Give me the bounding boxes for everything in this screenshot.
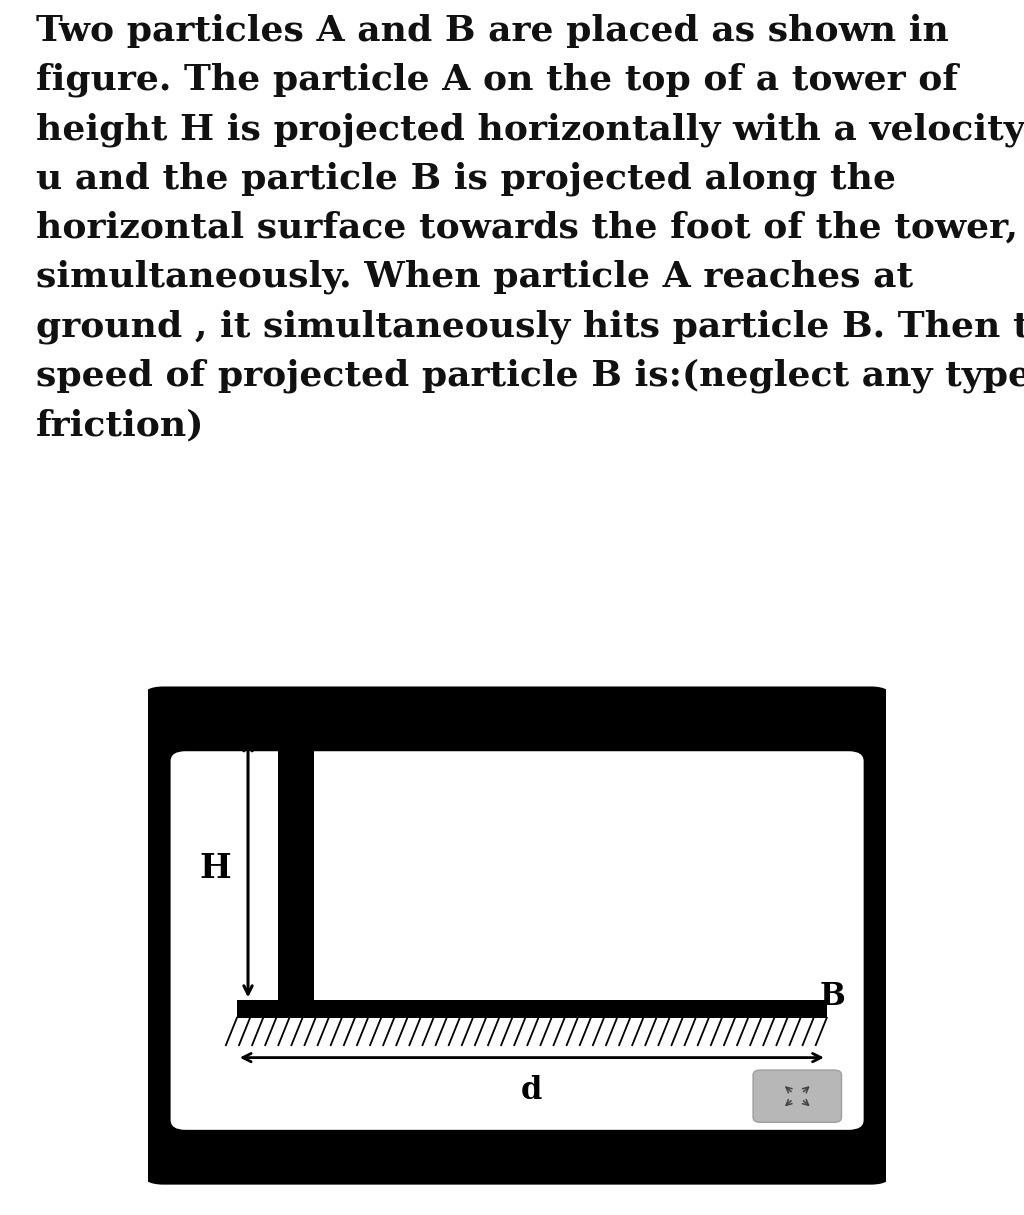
- FancyBboxPatch shape: [753, 1070, 842, 1123]
- Bar: [237, 1000, 826, 1018]
- FancyBboxPatch shape: [141, 686, 893, 1185]
- FancyBboxPatch shape: [171, 751, 863, 1130]
- Text: A: A: [270, 690, 294, 722]
- Text: H: H: [199, 852, 230, 885]
- Text: Two particles A and B are placed as shown in
figure. The particle A on the top o: Two particles A and B are placed as show…: [36, 15, 1024, 442]
- Bar: [278, 736, 314, 1000]
- Text: u: u: [407, 718, 429, 750]
- Text: B: B: [819, 981, 845, 1012]
- Text: d: d: [521, 1075, 543, 1106]
